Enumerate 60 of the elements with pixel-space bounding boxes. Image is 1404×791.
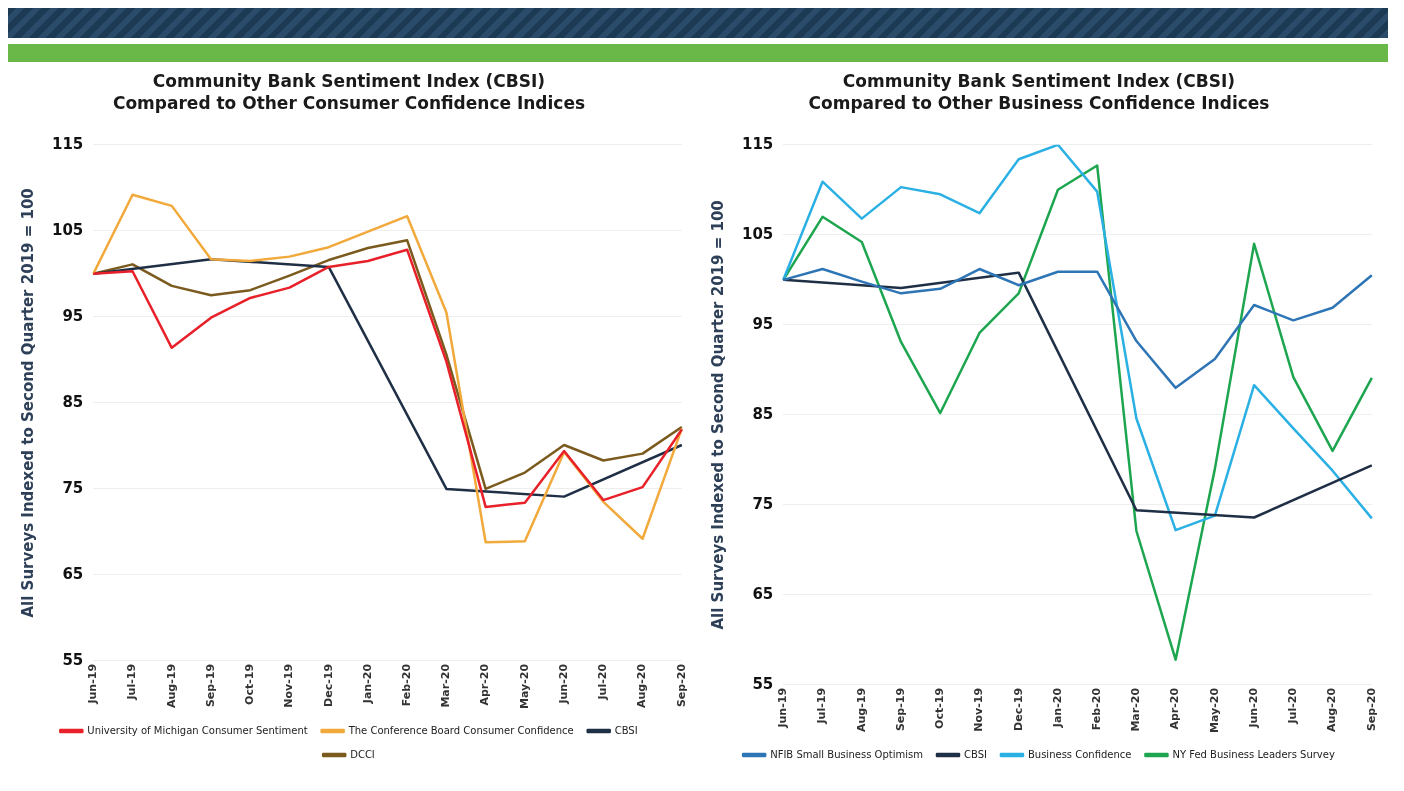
y-tick-label: 65 [752,584,774,603]
y-tick-label: 65 [62,564,84,583]
x-tick-label: Sep-20 [1364,687,1378,732]
x-tick-label: Jan-20 [360,663,374,705]
y-tick-label: 85 [752,404,774,423]
x-tick-label: Jan-20 [1050,687,1064,729]
x-tick-label: Jun-19 [86,663,100,705]
x-tick-label: Jun-20 [556,663,570,705]
y-tick-label: 55 [62,650,84,669]
x-tick-label: Apr-20 [478,663,492,706]
x-tick-label: Sep-19 [893,687,907,732]
x-tick-label: Aug-20 [1325,687,1339,733]
y-axis-title: All Surveys Indexed to Second Quarter 2019 = 100 [708,200,727,630]
legend-label: CBSI [963,748,987,760]
x-tick-label: Nov-19 [282,663,296,708]
y-tick-label: 115 [742,134,774,153]
y-tick-label: 115 [52,134,84,153]
x-tick-label: Feb-20 [1090,687,1104,731]
legend-label: NY Fed Business Leaders Survey [1172,748,1335,760]
x-tick-label: Jul-20 [1286,687,1300,725]
chart-title: Community Bank Sentiment Index (CBSI) [842,70,1236,91]
x-tick-label: Dec-19 [1011,687,1025,731]
y-axis-title: All Surveys Indexed to Second Quarter 2019 = 100 [18,188,37,618]
x-tick-label: Sep-20 [674,663,688,708]
legend-label: DCCI [350,748,375,760]
y-tick-label: 105 [742,224,774,243]
chart-subtitle: Compared to Other Business Confidence Indices [808,93,1270,114]
x-tick-label: Sep-19 [203,663,217,708]
x-tick-label: Dec-19 [321,663,335,707]
x-tick-label: Aug-19 [164,663,178,709]
y-tick-label: 75 [752,494,774,513]
legend-label: CBSI [614,724,638,736]
x-tick-label: Oct-19 [933,687,947,729]
y-tick-label: 105 [52,220,84,239]
x-tick-label: Jun-20 [1246,687,1260,729]
legend-label: NFIB Small Business Optimism [770,748,923,760]
x-tick-label: Jul-19 [815,687,829,725]
x-tick-label: May-20 [1207,687,1221,733]
y-tick-label: 85 [62,392,84,411]
x-tick-label: Jun-19 [776,687,790,729]
x-tick-label: Jul-19 [125,663,139,701]
legend-label: Business Confidence [1027,748,1132,760]
legend-label: University of Michigan Consumer Sentiment [87,724,308,736]
chart-title: Community Bank Sentiment Index (CBSI) [152,70,546,91]
x-tick-label: May-20 [517,663,531,709]
x-tick-label: Aug-19 [854,687,868,733]
x-tick-label: Mar-20 [439,663,453,708]
y-tick-label: 75 [62,478,84,497]
y-tick-label: 95 [752,314,774,333]
y-tick-label: 55 [752,674,774,693]
x-tick-label: Jul-20 [596,663,610,701]
x-tick-label: Feb-20 [400,663,414,707]
chart-subtitle: Compared to Other Consumer Confidence Indices [112,93,586,114]
x-tick-label: Oct-19 [243,663,257,705]
x-tick-label: Mar-20 [1129,687,1143,732]
x-tick-label: Nov-19 [972,687,986,732]
x-tick-label: Aug-20 [635,663,649,709]
y-tick-label: 95 [62,306,84,325]
x-tick-label: Apr-20 [1168,687,1182,730]
legend-label: The Conference Board Consumer Confidence [347,724,574,736]
